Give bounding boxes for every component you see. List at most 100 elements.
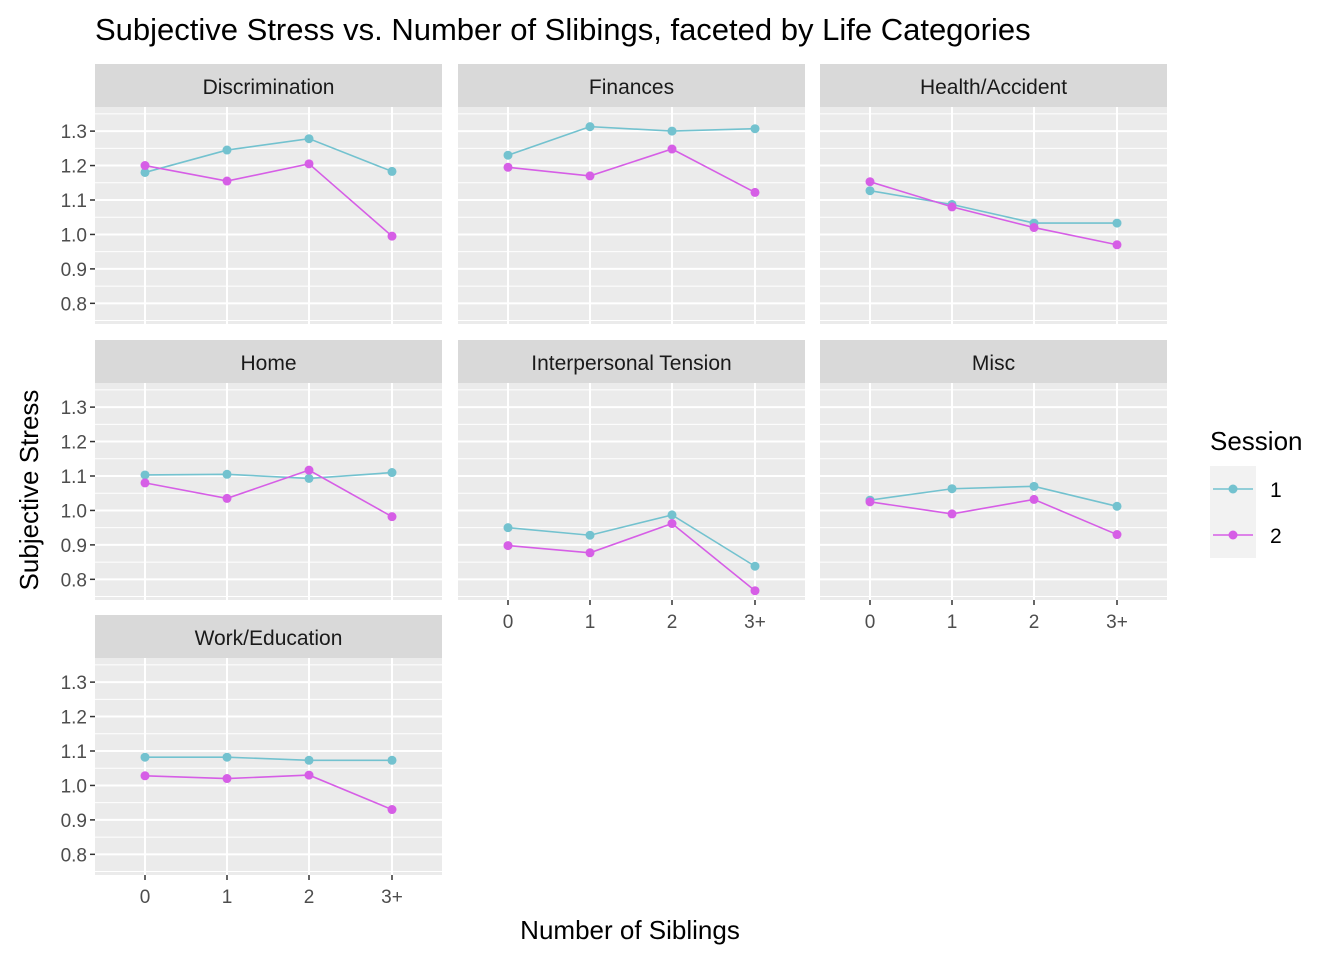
y-tick-label: 1.2	[61, 708, 87, 729]
data-point-session-1	[140, 167, 150, 177]
data-point-session-2	[387, 231, 397, 241]
y-tick-label: 1.0	[61, 501, 87, 522]
y-tick-label: 1.0	[61, 225, 87, 246]
facet-strip-label: Discrimination	[203, 76, 335, 99]
data-point-session-2	[947, 509, 957, 519]
facet-strip	[95, 340, 442, 383]
series-line-session-1	[869, 189, 1117, 224]
data-point-session-1	[387, 166, 397, 176]
data-point-session-1	[222, 752, 232, 762]
facet-panel: Discrimination 0.8 0.9 1.0 1.1 1.2 1.3	[61, 64, 442, 324]
data-point-session-2	[222, 493, 232, 503]
data-point-session-2	[750, 586, 760, 596]
plot-background	[95, 658, 442, 875]
data-point-session-2	[585, 171, 595, 181]
data-point-session-1	[947, 484, 957, 494]
x-tick-label: 3+	[1106, 612, 1128, 633]
series-line-session-1	[869, 485, 1118, 508]
data-point-session-2	[667, 519, 677, 529]
legend-label: 1	[1270, 479, 1282, 502]
x-tick-label: 2	[667, 612, 678, 633]
data-point-session-2	[585, 548, 595, 558]
data-point-session-1	[667, 126, 677, 136]
plot-background	[458, 383, 805, 600]
y-tick-label: 1.3	[61, 673, 87, 694]
data-point-session-2	[1112, 240, 1122, 250]
series-line-session-2	[144, 774, 393, 811]
y-tick-label: 1.1	[61, 467, 87, 488]
facet-strip	[458, 64, 805, 107]
data-point-session-1	[222, 469, 232, 479]
y-tick-label: 1.1	[61, 742, 87, 763]
facet-panel: Health/Accident	[820, 64, 1167, 324]
facet-strip	[820, 64, 1167, 107]
data-point-session-2	[222, 176, 232, 186]
data-point-session-2	[750, 187, 760, 197]
data-point-session-1	[1112, 501, 1122, 511]
data-point-session-2	[140, 771, 150, 781]
data-point-session-2	[222, 774, 232, 784]
series-line-session-1	[144, 471, 393, 480]
series-line-session-2	[869, 180, 1118, 246]
data-point-session-1	[304, 755, 314, 765]
data-point-session-1	[750, 561, 760, 571]
y-tick-label: 0.8	[61, 294, 87, 315]
data-point-session-2	[140, 478, 150, 488]
series-line-session-2	[507, 148, 756, 194]
facet-panel: Interpersonal Tension 0 1 2 3+	[458, 340, 805, 633]
data-point-session-2	[387, 805, 397, 815]
facet-strip	[95, 615, 442, 658]
x-tick-label: 0	[503, 612, 514, 633]
x-tick-label: 1	[585, 612, 596, 633]
y-tick-label: 0.9	[61, 260, 87, 281]
facet-strip-label: Work/Education	[195, 627, 343, 650]
x-tick-label: 1	[222, 887, 233, 908]
data-point-session-1	[1112, 218, 1122, 228]
data-point-session-1	[140, 470, 150, 480]
data-point-session-1	[585, 122, 595, 132]
data-point-session-1	[667, 510, 677, 520]
facet-panels: Discrimination 0.8 0.9 1.0 1.1 1.2 1.3 Finances…	[61, 64, 1167, 908]
data-point-session-1	[585, 530, 595, 540]
x-tick-label: 1	[947, 612, 958, 633]
x-tick-label: 2	[304, 887, 315, 908]
data-point-session-1	[387, 755, 397, 765]
y-tick-label: 0.8	[61, 845, 87, 866]
plot-background	[95, 383, 442, 600]
facet-strip	[458, 340, 805, 383]
series-line-session-2	[144, 469, 393, 518]
series-line-session-1	[145, 756, 392, 762]
data-point-session-1	[304, 134, 314, 144]
data-point-session-1	[1029, 481, 1039, 491]
x-tick-label: 0	[865, 612, 876, 633]
data-point-session-2	[304, 159, 314, 169]
data-point-session-1	[222, 145, 232, 155]
facet-strip-label: Home	[240, 352, 296, 375]
x-tick-label: 2	[1029, 612, 1040, 633]
legend-label: 2	[1270, 525, 1282, 548]
y-tick-label: 1.0	[61, 776, 87, 797]
y-tick-label: 1.2	[61, 433, 87, 454]
data-point-session-2	[304, 770, 314, 780]
data-point-session-2	[865, 177, 875, 187]
y-tick-label: 0.8	[61, 570, 87, 591]
plot-background	[820, 107, 1167, 324]
y-tick-label: 0.9	[61, 811, 87, 832]
x-axis-title: Number of Siblings	[520, 915, 740, 945]
facet-strip-label: Finances	[589, 76, 674, 99]
y-tick-label: 1.1	[61, 191, 87, 212]
facet-strip-label: Health/Accident	[920, 76, 1067, 99]
data-point-session-2	[304, 465, 314, 475]
series-line-session-1	[144, 137, 393, 174]
data-point-session-2	[503, 541, 513, 551]
facet-strip	[820, 340, 1167, 383]
facet-strip-label: Interpersonal Tension	[531, 352, 731, 375]
data-point-session-1	[387, 468, 397, 478]
series-line-session-2	[507, 522, 756, 592]
facet-strip-label: Misc	[972, 352, 1015, 375]
data-point-session-1	[304, 473, 314, 483]
plot-background	[95, 107, 442, 324]
chart-title: Subjective Stress vs. Number of Slibings…	[95, 12, 1031, 47]
data-point-session-1	[750, 124, 760, 134]
